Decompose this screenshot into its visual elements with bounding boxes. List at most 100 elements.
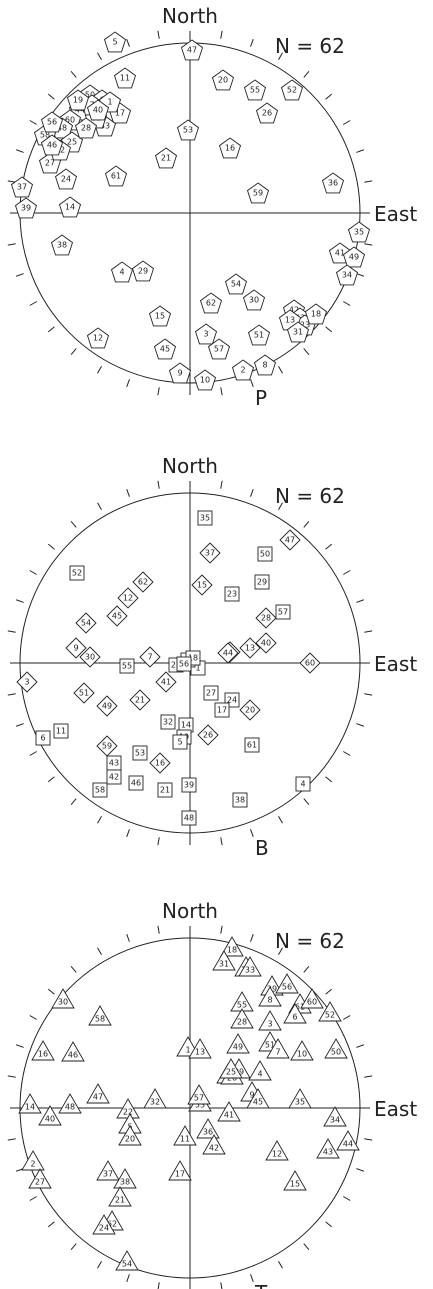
point-marker <box>246 1088 270 1109</box>
point-marker <box>139 646 161 668</box>
azimuth-tick <box>70 348 77 356</box>
point-label: 56 <box>282 983 292 992</box>
data-point: 4 <box>248 1060 272 1081</box>
point-label: 24 <box>227 696 237 705</box>
data-point: 29 <box>254 574 270 590</box>
point-label: 16 <box>38 1050 48 1059</box>
data-point: 35 <box>347 221 371 243</box>
point-label: 21 <box>160 786 170 795</box>
point-marker <box>321 172 345 194</box>
point-marker <box>218 137 242 159</box>
data-point: 15 <box>283 1170 307 1191</box>
point-label: 11 <box>56 727 66 736</box>
point-label: 53 <box>135 749 145 758</box>
azimuth-tick <box>97 52 102 60</box>
point-marker <box>10 176 34 198</box>
east-label: East <box>374 652 417 676</box>
point-marker <box>86 1083 110 1104</box>
azimuth-tick <box>15 149 24 153</box>
data-point: 62 <box>199 292 223 314</box>
data-point: 21 <box>129 689 151 711</box>
data-point: 62 <box>132 571 154 593</box>
data-point: 35 <box>288 1088 312 1109</box>
data-point: 55 <box>119 658 135 674</box>
point-label: 38 <box>57 241 67 250</box>
point-label: 6 <box>40 734 45 743</box>
azimuth-tick <box>325 326 333 333</box>
point-marker <box>132 571 154 593</box>
data-point: 59 <box>246 182 270 204</box>
point-label: 11 <box>180 1135 190 1144</box>
point-label: 14 <box>181 721 191 730</box>
azimuth-tick <box>343 120 351 125</box>
azimuth-tick <box>70 520 77 528</box>
data-point: 57 <box>187 1084 211 1105</box>
point-marker <box>283 1170 307 1191</box>
point-marker <box>257 546 273 562</box>
point-label: 5 <box>112 38 117 47</box>
data-point: 2 <box>21 1150 45 1171</box>
point-label: 22 <box>171 661 181 670</box>
point-label: 4 <box>257 1070 262 1079</box>
data-point: 17 <box>168 1160 192 1181</box>
azimuth-tick <box>47 988 55 995</box>
point-marker <box>224 273 248 295</box>
point-label: 60 <box>307 998 317 1007</box>
point-marker <box>194 323 218 345</box>
data-point: 15 <box>191 574 213 596</box>
point-marker <box>65 637 87 659</box>
point-label: 38 <box>120 1178 130 1187</box>
data-point: 38 <box>232 792 248 808</box>
data-point: 20 <box>211 69 235 91</box>
point-label: 37 <box>103 1170 113 1179</box>
count-label: N = 62 <box>275 34 345 58</box>
point-label: 24 <box>61 175 71 184</box>
azimuth-tick <box>126 379 130 388</box>
azimuth-tick <box>303 965 310 973</box>
point-label: 11 <box>120 74 130 83</box>
point-marker <box>92 1214 116 1235</box>
point-label: 34 <box>342 271 352 280</box>
east-label: East <box>374 202 417 226</box>
azimuth-tick <box>157 1282 160 1289</box>
azimuth-tick <box>278 947 283 955</box>
point-marker <box>96 1160 120 1181</box>
data-point: 58 <box>88 1005 112 1026</box>
point-marker <box>197 724 219 746</box>
point-label: 42 <box>109 773 119 782</box>
point-label: 40 <box>261 639 271 648</box>
data-point: 14 <box>58 196 82 218</box>
point-marker <box>187 1084 211 1105</box>
data-point: 47 <box>86 1083 110 1104</box>
azimuth-tick <box>325 1221 333 1228</box>
data-point: 52 <box>280 79 304 101</box>
point-label: 38 <box>235 796 245 805</box>
point-label: 20 <box>218 76 228 85</box>
point-marker <box>219 1058 243 1079</box>
azimuth-tick <box>97 502 102 510</box>
data-point: 16 <box>149 752 171 774</box>
point-marker <box>203 685 219 701</box>
azimuth-tick <box>97 366 102 374</box>
point-label: 29 <box>267 985 277 994</box>
azimuth-tick <box>157 837 160 846</box>
point-label: 26 <box>262 109 272 118</box>
point-label: 57 <box>194 1094 204 1103</box>
point-marker <box>143 1088 167 1109</box>
data-point: 16 <box>218 137 242 159</box>
point-label: 46 <box>131 779 141 788</box>
azimuth-tick <box>325 93 333 100</box>
data-point: 49 <box>226 1033 250 1054</box>
point-marker <box>316 1138 340 1159</box>
data-point: 55 <box>243 79 267 101</box>
data-point: 13 <box>239 637 261 659</box>
point-label: 1 <box>107 98 112 107</box>
data-point: 27 <box>28 1168 52 1189</box>
data-point: 50 <box>324 1038 348 1059</box>
data-point: 50 <box>257 546 273 562</box>
azimuth-tick <box>157 30 160 39</box>
point-label: 7 <box>275 1048 280 1057</box>
point-label: 26 <box>203 731 213 740</box>
point-label: 47 <box>93 1093 103 1102</box>
point-label: 35 <box>295 1098 305 1107</box>
